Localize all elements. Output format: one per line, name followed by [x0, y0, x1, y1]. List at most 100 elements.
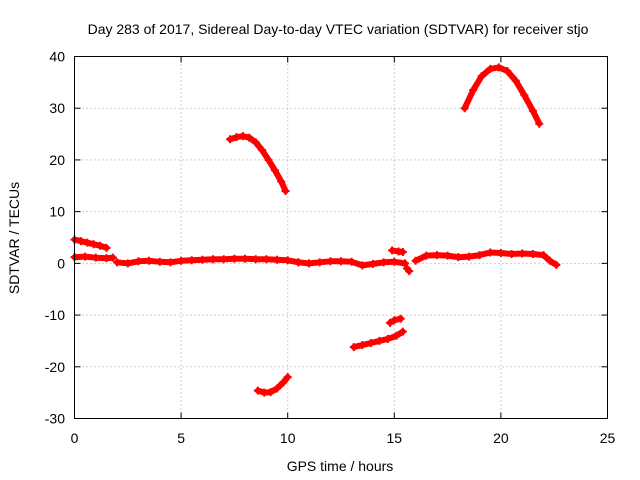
data-point: [283, 256, 292, 265]
data-point: [358, 261, 367, 270]
data-point: [283, 373, 292, 382]
x-axis-label: GPS time / hours: [287, 458, 394, 474]
data-point: [400, 259, 409, 268]
data-point: [386, 318, 395, 327]
data-point: [358, 341, 367, 350]
data-point: [134, 257, 143, 266]
x-tick-label: 5: [177, 430, 185, 446]
data-point: [432, 251, 441, 260]
data-point: [262, 255, 271, 264]
data-point: [230, 254, 239, 263]
series-arc-8: [226, 132, 290, 195]
data-point: [475, 251, 484, 260]
y-tick-label: 20: [49, 152, 65, 168]
data-point: [279, 378, 288, 387]
data-point: [545, 256, 554, 265]
data-point: [518, 249, 527, 258]
data-point: [398, 327, 407, 336]
x-tick-label: 0: [71, 430, 79, 446]
data-point: [96, 241, 105, 250]
data-point: [270, 166, 279, 175]
data-point: [305, 259, 314, 268]
y-tick-label: 10: [49, 204, 65, 220]
data-point: [219, 255, 228, 264]
data-point: [89, 240, 98, 249]
data-point: [258, 146, 267, 155]
series-baseline-0: [70, 252, 117, 263]
data-point: [281, 186, 290, 195]
data-point: [477, 72, 486, 81]
data-point: [552, 260, 561, 269]
data-point: [496, 249, 505, 258]
chart-title: Day 283 of 2017, Sidereal Day-to-day VTE…: [88, 21, 589, 37]
data-point: [347, 257, 356, 266]
data-point: [388, 246, 397, 255]
data-point: [226, 135, 235, 144]
data-point: [266, 388, 275, 397]
plot-frame: [74, 56, 608, 419]
series-short-15: [388, 246, 407, 256]
series-neg-9: [253, 373, 292, 397]
data-point: [273, 384, 282, 393]
series-band: [461, 64, 543, 127]
data-point: [277, 177, 286, 186]
data-point: [155, 257, 164, 266]
data-point: [443, 251, 452, 260]
axis-ticks: 0 5 10 15 20 25 -30 -20 -10 0 10 20 30 40: [45, 49, 616, 447]
data-point: [315, 258, 324, 267]
data-point: [102, 243, 111, 252]
data-point: [337, 257, 345, 266]
data-point: [81, 252, 90, 261]
data-point: [253, 386, 262, 395]
data-point: [198, 255, 207, 264]
data-point: [108, 253, 117, 262]
data-point: [390, 257, 399, 266]
data-point: [375, 336, 384, 345]
series-layer: [70, 63, 561, 397]
data-point: [368, 259, 377, 268]
data-point: [422, 251, 431, 260]
data-point: [113, 258, 122, 267]
y-tick-label: 30: [49, 100, 65, 116]
series-band: [227, 133, 289, 194]
data-point: [396, 314, 405, 323]
series-arc-20: [460, 63, 544, 128]
y-axis-label: SDTVAR / TECUs: [6, 182, 22, 294]
data-point: [520, 91, 529, 100]
data-point: [398, 247, 407, 256]
data-point: [405, 267, 414, 276]
data-point: [390, 316, 399, 325]
series-short-15b: [403, 264, 414, 276]
data-point: [177, 256, 186, 265]
data-point: [511, 76, 520, 85]
data-point: [251, 138, 260, 147]
series-decay-0: [70, 235, 111, 252]
data-point: [123, 259, 132, 268]
data-point: [392, 331, 401, 340]
data-point: [145, 256, 154, 265]
data-point: [349, 343, 358, 352]
x-tick-label: 20: [493, 430, 509, 446]
data-point: [166, 258, 175, 267]
data-point: [486, 248, 495, 257]
data-point: [264, 155, 273, 164]
data-point: [411, 256, 420, 265]
data-point: [528, 250, 537, 259]
data-point: [76, 237, 85, 246]
data-point: [245, 133, 254, 142]
data-point: [187, 256, 196, 265]
y-tick-label: -10: [45, 307, 65, 323]
y-tick-label: 0: [57, 255, 65, 271]
series-baseline-3: [411, 248, 561, 269]
data-point: [469, 86, 478, 95]
y-tick-label: -30: [45, 411, 65, 427]
data-point: [528, 106, 537, 115]
data-point: [379, 258, 388, 267]
gridlines: [74, 56, 608, 419]
data-point: [464, 252, 473, 261]
data-point: [454, 253, 463, 262]
data-point: [507, 250, 516, 259]
data-point: [460, 104, 469, 113]
data-point: [486, 64, 495, 73]
